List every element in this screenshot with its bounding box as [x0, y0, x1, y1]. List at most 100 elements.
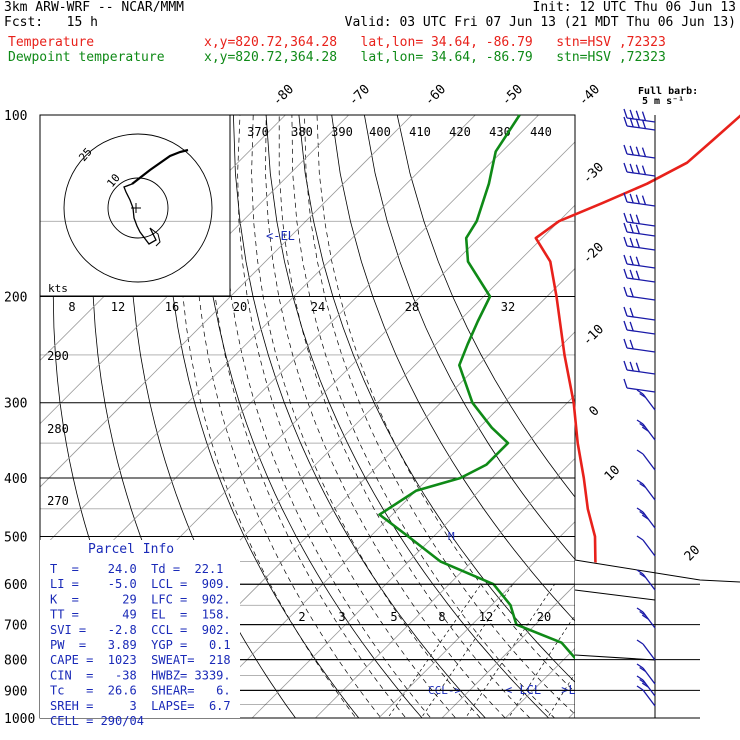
mixing-ratio-label: 3 — [338, 610, 345, 624]
wind-barb — [623, 144, 656, 159]
wind-barb-shaft — [642, 539, 656, 557]
wind-barb-flag — [635, 110, 640, 120]
wind-barb-flag — [636, 685, 644, 691]
isotherm — [441, 584, 575, 718]
moist-adiabat — [265, 115, 506, 718]
wind-barb — [623, 320, 656, 335]
wind-barb-flag — [629, 193, 634, 204]
wind-barb-flag — [623, 378, 628, 389]
wind-barb-flag — [639, 422, 647, 429]
wind-barb — [623, 306, 656, 321]
isotherm — [40, 115, 413, 488]
pressure-label-600: 600 — [4, 578, 27, 593]
moist-adiabat — [237, 115, 457, 718]
wind-barb — [636, 675, 656, 697]
wind-barb-flag — [623, 320, 628, 331]
wind-barb-flag — [636, 507, 644, 513]
theta-e-label: 410 — [409, 125, 431, 139]
wind-barb-flag — [623, 306, 628, 317]
wind-barb — [623, 286, 656, 301]
dry-adiabat — [396, 115, 575, 498]
wind-barb-flag — [629, 117, 634, 128]
isotherm-label: 20 — [682, 543, 704, 565]
wind-barb-flag — [635, 362, 640, 372]
wind-barb-flag — [636, 639, 644, 645]
dry-adiabat — [200, 115, 423, 718]
lower-right-edge — [574, 589, 656, 601]
wind-barb-flag — [629, 237, 634, 248]
isotherm-label: -80 — [270, 82, 297, 109]
wind-barb-flag — [635, 224, 640, 234]
wind-barb — [636, 535, 656, 557]
wind-barb-flag — [629, 145, 634, 156]
mixing-ratio-label: 5 — [390, 610, 397, 624]
wind-barb-flag — [636, 479, 644, 485]
pressure-label-1000: 1000 — [4, 712, 35, 727]
wind-barb-shaft — [626, 329, 656, 335]
moist-adiabat — [278, 115, 531, 718]
wind-barb-flag — [629, 361, 634, 372]
wind-barb — [636, 607, 656, 629]
dry-adiabat — [331, 115, 575, 622]
wind-barb-flag — [635, 194, 640, 204]
temperature-location-info: x,y=820.72,364.28 lat,lon= 34.64, -86.79… — [204, 35, 666, 50]
wind-barb-flag — [629, 339, 634, 350]
hodograph-trace-hook — [149, 227, 161, 247]
parcel-info-row: SREH = 3 LAPSE= 6.7 — [50, 699, 231, 713]
wind-barb-shaft — [626, 221, 656, 227]
isotherm — [251, 394, 575, 718]
wind-barb-shaft — [626, 347, 656, 353]
init-time: Init: 12 UTC Thu 06 Jun 13 — [532, 0, 737, 15]
parcel-info-title: Parcel Info — [88, 542, 174, 557]
wind-barb-flag — [641, 614, 649, 620]
pressure-label-800: 800 — [4, 654, 27, 669]
wind-barb-shaft — [626, 231, 656, 237]
wind-barb — [623, 162, 656, 177]
wind-barb-flag — [623, 162, 628, 173]
wind-barb — [623, 108, 656, 123]
wind-barb — [636, 419, 656, 441]
wind-barb-flag — [639, 482, 647, 489]
wind-barbs — [623, 108, 656, 707]
wind-barb-flag — [639, 572, 647, 579]
isotherm-label: -50 — [499, 82, 526, 109]
wind-barb-flag — [623, 222, 628, 233]
wind-barb-flag — [641, 514, 649, 520]
theta-label: 270 — [47, 494, 69, 508]
wind-barb-flag — [641, 111, 647, 121]
moist-adiabat — [251, 115, 481, 718]
isotherm-label: -30 — [580, 160, 607, 187]
hodograph-box — [39, 114, 231, 297]
wind-barb-flag — [629, 163, 634, 174]
parcel-info-row: T = 24.0 Td = 22.1 — [50, 562, 223, 576]
wind-barb — [623, 116, 656, 131]
mixing-ratio-label: 8 — [438, 610, 445, 624]
wind-barb — [623, 378, 656, 393]
theta-e-label: 440 — [530, 125, 552, 139]
wind-barb-flag — [629, 269, 634, 280]
pressure-label-500: 500 — [4, 530, 27, 545]
wind-barb-shaft — [626, 315, 656, 321]
wind-barb — [636, 449, 656, 471]
moist-adiabat — [194, 115, 382, 718]
wind-barb-flag — [623, 360, 628, 371]
wind-barb-flag — [641, 119, 647, 129]
wind-barb — [636, 663, 656, 685]
wind-barb-shaft — [626, 125, 656, 131]
wind-barb — [636, 685, 656, 707]
mixing-ratio-label: 2 — [298, 610, 305, 624]
isotherm — [314, 457, 575, 718]
wind-barb-flag — [635, 164, 640, 174]
mixing-ratio-line — [387, 583, 482, 718]
wind-barb-flag — [623, 212, 628, 223]
x-tick-label: 20 — [233, 300, 247, 314]
wind-barb-flag — [641, 426, 649, 432]
wind-barb-shaft — [642, 453, 656, 471]
wind-barb-flag — [623, 268, 628, 279]
wind-barb-flag — [629, 307, 634, 318]
mixing-ratio-label: 20 — [537, 610, 551, 624]
wind-barb — [623, 360, 656, 375]
wind-barb-flag — [629, 213, 634, 224]
